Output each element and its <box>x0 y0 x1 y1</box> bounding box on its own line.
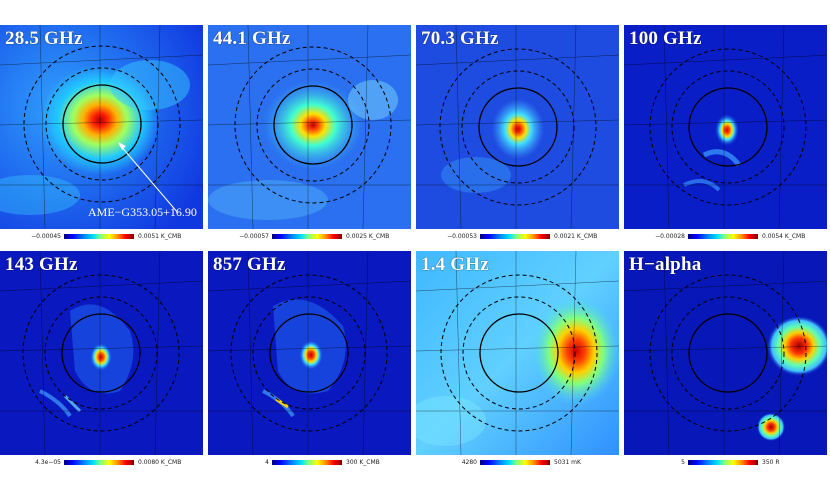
colorbar-70-3ghz: −0.00053 0.0021 K_CMB <box>416 231 619 243</box>
colorbar-100ghz: −0.00028 0.0054 K_CMB <box>624 231 827 243</box>
colorbar-max: 0.0054 K_CMB <box>762 233 806 240</box>
colorbar-min: 4.3e−05 <box>35 459 61 466</box>
colorbar-gradient <box>480 234 550 239</box>
colorbar-max: 350 R <box>762 459 780 466</box>
map-panel-28-5ghz: 28.5 GHz <box>0 25 203 229</box>
colorbar-gradient <box>64 460 134 465</box>
colorbar-gradient <box>272 234 342 239</box>
map-panel-857ghz: 857 GHz <box>208 251 411 455</box>
colorbar-min: −0.00057 <box>239 233 269 240</box>
colorbar-min: −0.00028 <box>655 233 685 240</box>
colorbar-min: 5 <box>681 459 685 466</box>
colorbar-min: 4280 <box>461 459 477 466</box>
map-panel-1-4ghz: 1.4 GHz <box>416 251 619 455</box>
colorbar-gradient <box>688 460 758 465</box>
colorbar-max: 0.0080 K_CMB <box>138 459 182 466</box>
map-panel-143ghz: 143 GHz <box>0 251 203 455</box>
colorbar-min: −0.00053 <box>447 233 477 240</box>
colorbar-857ghz: 4 300 K_CMB <box>208 457 411 469</box>
colorbar-max: 300 K_CMB <box>346 459 380 466</box>
colorbar-max: 0.0051 K_CMB <box>138 233 182 240</box>
colorbar-28-5ghz: −0.00045 0.0051 K_CMB <box>0 231 203 243</box>
colorbar-143ghz: 4.3e−05 0.0080 K_CMB <box>0 457 203 469</box>
map-panel-44-1ghz: 44.1 GHz <box>208 25 411 229</box>
colorbar-min: 4 <box>265 459 269 466</box>
colorbar-h-alpha: 5 350 R <box>624 457 827 469</box>
colorbar-gradient <box>688 234 758 239</box>
map-panel-70-3ghz: 70.3 GHz <box>416 25 619 229</box>
colorbar-gradient <box>272 460 342 465</box>
colorbar-min: −0.00045 <box>31 233 61 240</box>
colorbar-max: 5031 mK <box>554 459 581 466</box>
colorbar-1-4ghz: 4280 5031 mK <box>416 457 619 469</box>
colorbar-gradient <box>480 460 550 465</box>
map-panel-h-alpha: H−alpha <box>624 251 827 455</box>
colorbar-44-1ghz: −0.00057 0.0025 K_CMB <box>208 231 411 243</box>
colorbar-max: 0.0025 K_CMB <box>346 233 390 240</box>
colorbar-max: 0.0021 K_CMB <box>554 233 598 240</box>
colorbar-gradient <box>64 234 134 239</box>
map-panel-100ghz: 100 GHz <box>624 25 827 229</box>
